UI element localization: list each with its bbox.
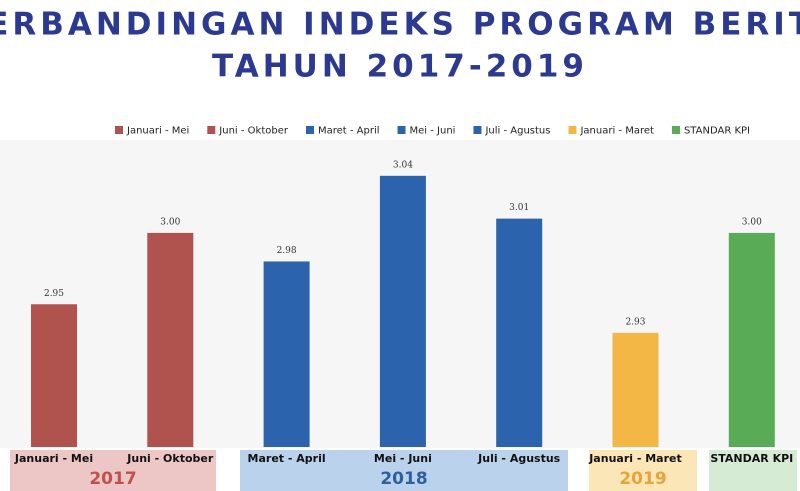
x-tick-label: Juli - Agustus: [477, 452, 561, 465]
value-label: 2.93: [625, 317, 645, 327]
bar: [31, 304, 77, 447]
legend-swatch: [305, 126, 314, 134]
group-box: [589, 450, 697, 491]
bar: [379, 175, 426, 447]
bar: [147, 232, 194, 447]
legend-swatch: [207, 126, 216, 134]
group-label: 2019: [619, 469, 666, 489]
legend-label: Juni - Oktober: [218, 126, 289, 137]
bar: [263, 261, 310, 447]
group-box: [10, 450, 216, 491]
x-tick-label: Januari - Maret: [588, 452, 682, 465]
legend-swatch: [397, 126, 406, 134]
value-label: 3.04: [393, 160, 413, 170]
legend-label: Maret - April: [318, 126, 380, 137]
legend-label: Mei - Juni: [410, 126, 456, 137]
x-tick-label: Maret - April: [248, 452, 326, 465]
legend-swatch: [671, 126, 680, 134]
value-label: 3.00: [160, 217, 180, 227]
legend-label: Juli - Agustus: [484, 126, 550, 137]
group-box: [240, 450, 568, 491]
bar: [496, 218, 543, 447]
legend-label: Januari - Mei: [126, 126, 189, 137]
legend-swatch: [568, 126, 577, 134]
x-tick-label: Juni - Oktober: [126, 452, 214, 465]
bar: [612, 332, 659, 447]
value-label: 3.00: [742, 217, 762, 227]
legend-swatch: [115, 126, 123, 134]
group-label: 2017: [89, 469, 136, 489]
legend-label: Januari - Maret: [579, 126, 654, 137]
x-tick-label: Januari - Mei: [14, 452, 93, 465]
legend-label: STANDAR KPI: [684, 126, 750, 137]
x-tick-label: STANDAR KPI: [710, 452, 793, 465]
value-label: 2.98: [277, 246, 297, 256]
group-label: 2018: [380, 469, 427, 489]
value-label: 2.95: [44, 289, 64, 299]
value-label: 3.01: [509, 203, 529, 213]
bar: [728, 232, 775, 447]
group-box: [709, 450, 797, 491]
legend-swatch: [473, 126, 482, 134]
chart-title: TAHUN 2017-2019: [212, 49, 588, 85]
chart-title: PERBANDINGAN INDEKS PROGRAM BERITA: [0, 7, 800, 43]
x-tick-label: Mei - Juni: [374, 452, 432, 465]
